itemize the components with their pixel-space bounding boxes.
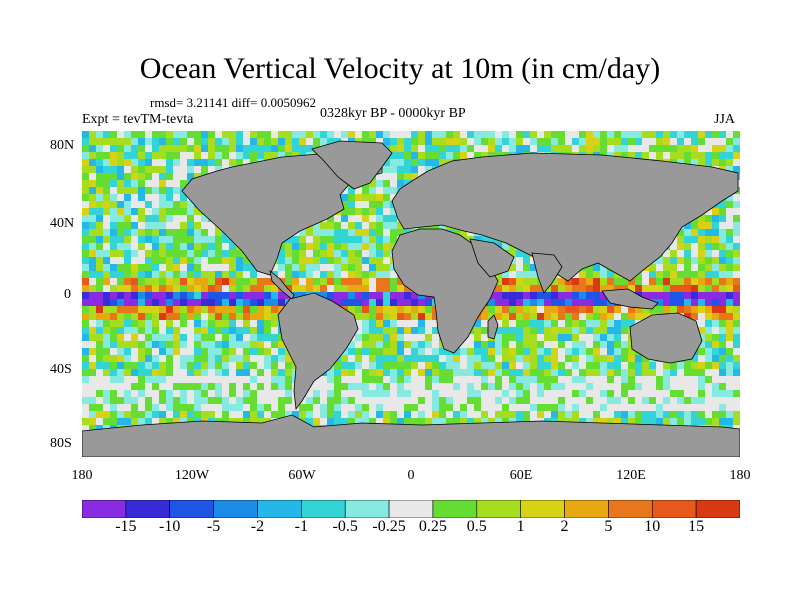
colorbar-label: 2 xyxy=(560,518,569,535)
south-america xyxy=(277,292,359,411)
greenland xyxy=(311,140,393,190)
world-map xyxy=(82,131,740,457)
antarctica xyxy=(82,414,740,457)
colorbar-swatch xyxy=(608,500,653,518)
experiment-label: Expt = tevTM-tevta xyxy=(82,112,194,127)
lat-label-40n: 40N xyxy=(50,216,75,231)
lon-label-0: 0 xyxy=(407,468,415,483)
colorbar-swatch xyxy=(432,500,478,518)
lon-label-60w: 60W xyxy=(288,468,316,483)
colorbar-swatch xyxy=(476,500,521,518)
eurasia xyxy=(391,152,739,282)
lon-label-180w: 180 xyxy=(71,468,93,483)
colorbar-swatch xyxy=(82,500,127,518)
colorbar-label: -15 xyxy=(115,518,137,535)
colorbar-swatch xyxy=(257,500,302,518)
colorbar-label: 10 xyxy=(644,518,661,535)
colorbar-swatch xyxy=(344,500,390,518)
india xyxy=(531,252,563,294)
colorbar-label: -0.25 xyxy=(372,518,406,535)
africa xyxy=(391,228,499,354)
colorbar-label: -2 xyxy=(250,518,265,535)
colorbar-swatch xyxy=(125,500,171,518)
colorbar xyxy=(82,500,740,518)
colorbar-swatch xyxy=(564,500,609,518)
colorbar-swatch xyxy=(651,500,697,518)
colorbar-swatch xyxy=(520,500,565,518)
lon-label-120w: 120W xyxy=(174,468,210,483)
australia xyxy=(629,312,703,364)
colorbar-label: 0.25 xyxy=(418,518,447,535)
central-america xyxy=(269,270,295,300)
colorbar-swatch xyxy=(388,500,434,518)
colorbar-label: -1 xyxy=(294,518,308,535)
colorbar-swatch xyxy=(301,500,346,518)
indonesia xyxy=(601,288,659,310)
period-label: 0328kyr BP - 0000kyr BP xyxy=(320,106,466,121)
colorbar-label: 0.5 xyxy=(466,518,487,535)
lat-label-0: 0 xyxy=(64,287,71,302)
colorbar-label: -5 xyxy=(206,518,221,535)
landmasses xyxy=(82,140,740,457)
colorbar-label: 5 xyxy=(604,518,613,535)
lon-label-120e: 120E xyxy=(616,468,646,483)
colorbar-swatch xyxy=(695,500,740,518)
lon-label-60e: 60E xyxy=(509,468,533,483)
colorbar-label: 1 xyxy=(516,518,525,535)
madagascar xyxy=(487,314,499,340)
colorbar-label: 15 xyxy=(688,518,705,535)
lat-label-80n: 80N xyxy=(50,138,75,153)
lon-label-180e: 180 xyxy=(729,468,751,483)
colorbar-label: -10 xyxy=(159,518,181,535)
map-title: Ocean Vertical Velocity at 10m (in cm/da… xyxy=(139,52,661,85)
stats-label: rmsd= 3.21141 diff= 0.0050962 xyxy=(150,95,316,110)
lat-label-80s: 80S xyxy=(50,436,72,451)
season-label: JJA xyxy=(714,112,736,127)
colorbar-label: -0.5 xyxy=(332,518,358,535)
lat-label-40s: 40S xyxy=(50,362,72,377)
colorbar-swatch xyxy=(213,500,258,518)
colorbar-swatch xyxy=(169,500,214,518)
arabia xyxy=(469,238,515,278)
